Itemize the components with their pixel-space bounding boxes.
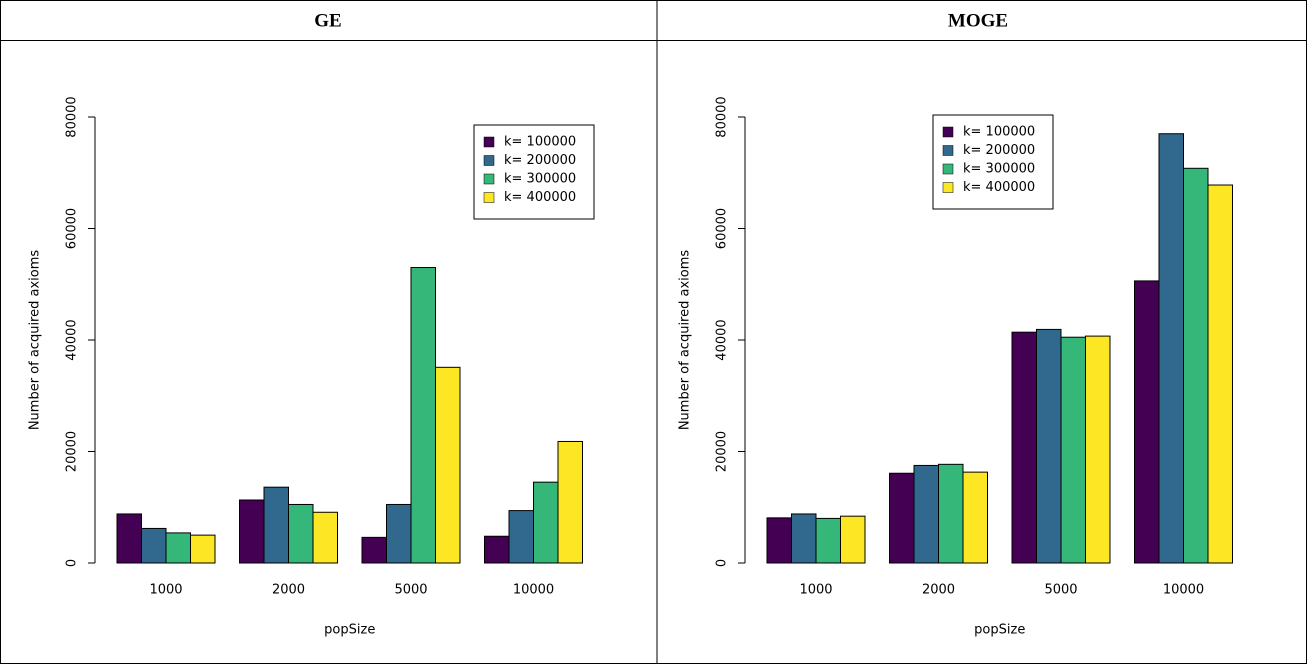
bar [1207,184,1233,564]
y-tick-label: 0 [65,559,80,567]
panel-title: MOGE [948,10,1008,31]
x-tick-label: 1000 [149,583,182,598]
bar [1085,335,1111,564]
bar [766,517,792,564]
x-tick-label: 1000 [799,583,832,598]
legend-swatch [942,182,954,193]
bar [1158,133,1184,564]
legend-swatch [942,126,954,138]
bar [557,440,583,564]
x-axis-label: popSize [974,623,1025,638]
legend-label: k= 300000 [963,162,1035,177]
bar [239,499,265,564]
y-axis-label: Number of acquired axioms [678,250,693,431]
legend-swatch [483,155,495,166]
x-tick-label: 2000 [272,583,305,598]
legend-label: k= 200000 [504,153,576,168]
bar [938,463,964,564]
bar [190,534,216,564]
y-tick-label: 80000 [65,96,80,137]
bar [508,510,534,564]
bar [1011,331,1037,564]
bar [141,527,167,564]
bar [913,464,939,564]
bar [1183,167,1209,564]
bar [263,486,289,564]
bar [116,513,142,564]
legend-box [932,114,1054,210]
y-tick-label: 20000 [715,431,730,472]
bar [1036,328,1062,564]
bar [815,517,841,564]
bar [533,481,559,564]
x-tick-label: 10000 [513,583,554,598]
legend-box [473,124,595,220]
legend-label: k= 100000 [504,135,576,150]
legend-label: k= 400000 [504,190,576,205]
bar [312,511,338,564]
legend-swatch [942,145,954,156]
bar [484,535,510,564]
y-tick-label: 0 [715,559,730,567]
y-tick-label: 40000 [65,319,80,360]
y-tick-label: 60000 [65,208,80,249]
legend-swatch [483,173,495,185]
x-tick-label: 2000 [922,583,955,598]
bar [165,532,191,564]
legend-label: k= 400000 [963,180,1035,195]
bar [361,536,387,564]
bar [791,513,817,564]
legend-label: k= 100000 [963,125,1035,140]
bar [1134,280,1160,564]
bar [386,503,412,564]
y-tick-label: 60000 [715,208,730,249]
legend-swatch [942,163,954,175]
legend-label: k= 300000 [504,172,576,187]
bar [1060,336,1086,564]
bar [962,471,988,564]
bar [410,267,436,564]
bar [435,366,461,564]
y-tick-label: 20000 [65,431,80,472]
legend-swatch [483,192,495,203]
y-tick-label: 40000 [715,319,730,360]
y-tick-label: 80000 [715,96,730,137]
legend-swatch [483,136,495,148]
bar [288,503,314,564]
x-tick-label: 10000 [1163,583,1204,598]
panel-title: GE [314,10,341,31]
bar [889,472,915,564]
bar [840,515,866,564]
x-tick-label: 5000 [1044,583,1077,598]
x-axis-label: popSize [324,623,375,638]
x-tick-label: 5000 [394,583,427,598]
y-axis-label: Number of acquired axioms [28,250,43,431]
legend-label: k= 200000 [963,143,1035,158]
